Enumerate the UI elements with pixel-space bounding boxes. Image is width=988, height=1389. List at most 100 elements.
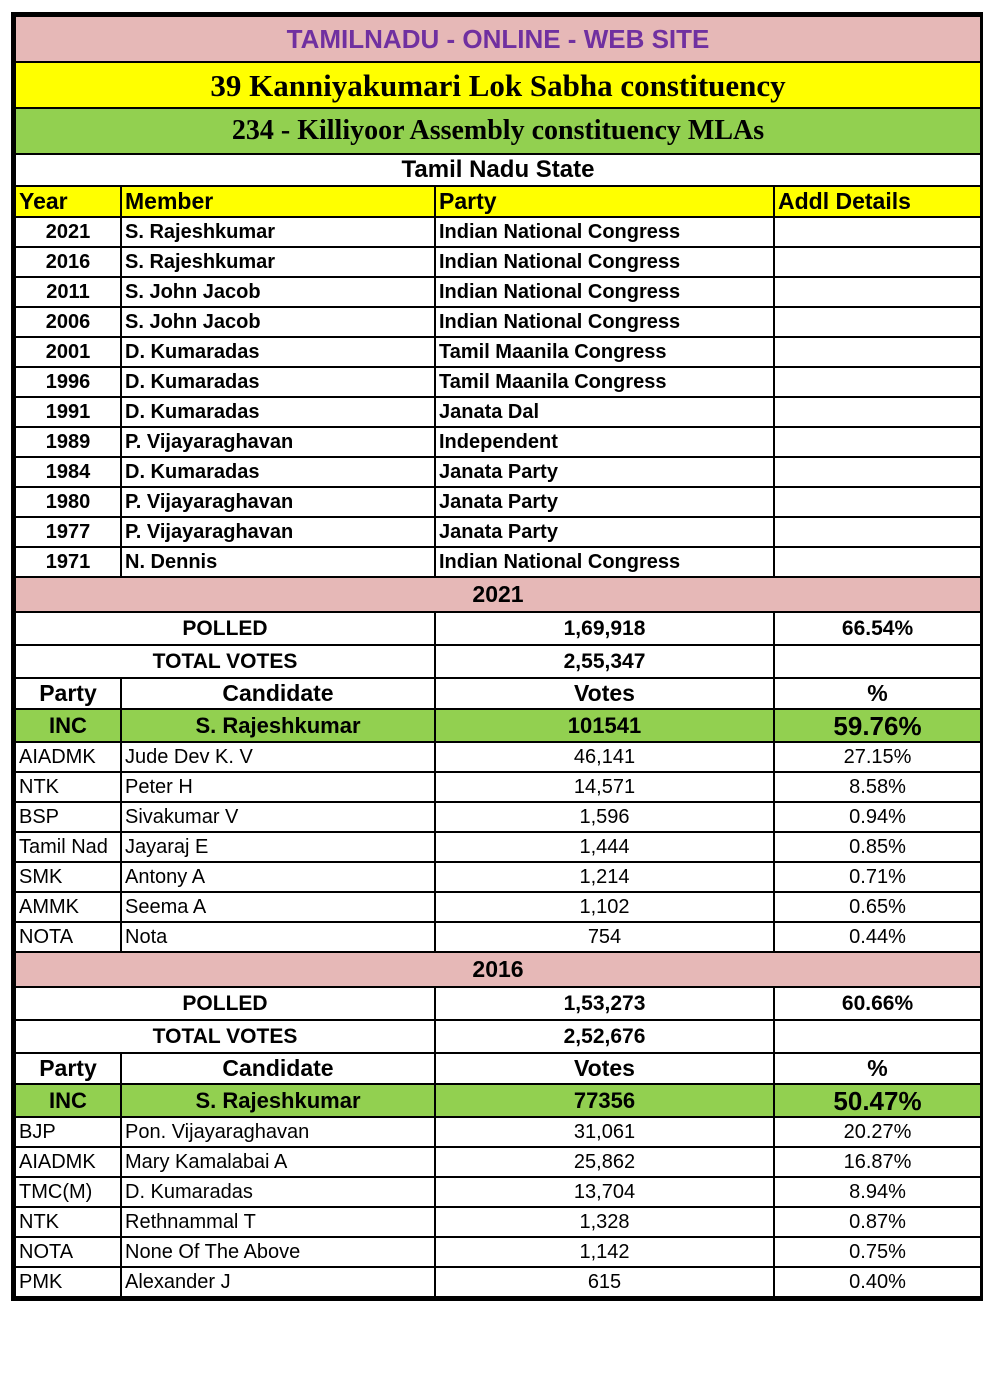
mla-year: 1977 (14, 516, 122, 548)
empty-cell (772, 1019, 983, 1054)
candidate-candidate: Peter H (120, 771, 436, 803)
candidate-party: SMK (14, 861, 122, 893)
candidate-votes: 31,061 (434, 1116, 775, 1148)
candidate-percent: 8.94% (772, 1176, 983, 1208)
mla-row: 2011 S. John Jacob Indian National Congres… (14, 276, 983, 308)
winner-votes: 101541 (434, 708, 775, 743)
mla-party: Janata Dal (434, 396, 775, 428)
candidate-percent: 20.27% (772, 1116, 983, 1148)
candidate-party: AIADMK (14, 1146, 122, 1178)
mla-member: D. Kumaradas (120, 336, 436, 368)
candidate-percent: 27.15% (772, 741, 983, 773)
state-title: Tamil Nadu State (13, 153, 983, 187)
header-percent: % (772, 1052, 983, 1085)
candidate-row: NTK Rethnammal T 1,328 0.87% (14, 1206, 983, 1238)
mla-year: 1971 (14, 546, 122, 578)
candidate-party: NTK (14, 1206, 122, 1238)
mla-row: 1996 D. Kumaradas Tamil Maanila Congress (14, 366, 983, 398)
candidate-party: AIADMK (14, 741, 122, 773)
candidate-party: PMK (14, 1266, 122, 1298)
candidate-votes: 25,862 (434, 1146, 775, 1178)
total-votes-label: TOTAL VOTES (14, 1019, 436, 1054)
polled-row: POLLED 1,69,918 66.54% (14, 611, 983, 646)
candidate-votes: 1,214 (434, 861, 775, 893)
candidate-row: SMK Antony A 1,214 0.71% (14, 861, 983, 893)
mla-addl-details (772, 336, 983, 368)
constituency-sheet: TAMILNADU - ONLINE - WEB SITE 39 Kanniya… (11, 12, 983, 1301)
header-party: Party (14, 677, 122, 710)
candidate-votes: 13,704 (434, 1176, 775, 1208)
candidate-candidate: Sivakumar V (120, 801, 436, 833)
candidate-candidate: D. Kumaradas (120, 1176, 436, 1208)
candidate-party: NTK (14, 771, 122, 803)
candidate-row: NTK Peter H 14,571 8.58% (14, 771, 983, 803)
winner-party: INC (14, 1083, 122, 1118)
mla-year: 1984 (14, 456, 122, 488)
header-member: Member (120, 185, 436, 218)
total-votes-label: TOTAL VOTES (14, 644, 436, 679)
mla-member: D. Kumaradas (120, 396, 436, 428)
mla-addl-details (772, 246, 983, 278)
polled-label: POLLED (14, 611, 436, 646)
mla-year: 1991 (14, 396, 122, 428)
candidate-row: BSP Sivakumar V 1,596 0.94% (14, 801, 983, 833)
mla-member: S. Rajeshkumar (120, 216, 436, 248)
mla-year: 2016 (14, 246, 122, 278)
mla-addl-details (772, 426, 983, 458)
mla-row: 1991 D. Kumaradas Janata Dal (14, 396, 983, 428)
candidate-candidate: Pon. Vijayaraghavan (120, 1116, 436, 1148)
candidate-row: AIADMK Jude Dev K. V 46,141 27.15% (14, 741, 983, 773)
mla-party: Independent (434, 426, 775, 458)
candidate-candidate: None Of The Above (120, 1236, 436, 1268)
candidate-party: BSP (14, 801, 122, 833)
header-party: Party (14, 1052, 122, 1085)
mla-addl-details (772, 546, 983, 578)
winner-candidate: S. Rajeshkumar (120, 1083, 436, 1118)
header-votes: Votes (434, 1052, 775, 1085)
candidate-percent: 8.58% (772, 771, 983, 803)
candidate-row: NOTA Nota 754 0.44% (14, 921, 983, 953)
candidate-percent: 0.65% (772, 891, 983, 923)
mla-member: P. Vijayaraghavan (120, 426, 436, 458)
mla-addl-details (772, 456, 983, 488)
mla-member: S. Rajeshkumar (120, 246, 436, 278)
mla-row: 2016 S. Rajeshkumar Indian National Congre… (14, 246, 983, 278)
candidate-candidate: Jayaraj E (120, 831, 436, 863)
header-year: Year (14, 185, 122, 218)
candidate-votes: 46,141 (434, 741, 775, 773)
election-year-row: 2016 (13, 951, 983, 988)
winner-row: INC S. Rajeshkumar 101541 59.76% (14, 708, 983, 743)
mla-row: 2006 S. John Jacob Indian National Congres… (14, 306, 983, 338)
candidate-row: BJP Pon. Vijayaraghavan 31,061 20.27% (14, 1116, 983, 1148)
header-party: Party (434, 185, 775, 218)
candidate-percent: 0.87% (772, 1206, 983, 1238)
mla-member: S. John Jacob (120, 306, 436, 338)
mla-row: 1971 N. Dennis Indian National Congress (14, 546, 983, 578)
mla-row: 1980 P. Vijayaraghavan Janata Party (14, 486, 983, 518)
polled-votes: 1,69,918 (434, 611, 775, 646)
candidate-percent: 0.71% (772, 861, 983, 893)
mla-party: Indian National Congress (434, 546, 775, 578)
election-year: 2021 (13, 576, 983, 613)
candidate-party: NOTA (14, 1236, 122, 1268)
candidate-party: TMC(M) (14, 1176, 122, 1208)
mla-year: 2001 (14, 336, 122, 368)
mla-party: Janata Party (434, 516, 775, 548)
mla-year: 2006 (14, 306, 122, 338)
result-header-row: Party Candidate Votes% (14, 1052, 983, 1085)
mla-addl-details (772, 306, 983, 338)
mla-party: Indian National Congress (434, 246, 775, 278)
candidate-row: Tamil Nad Jayaraj E 1,444 0.85% (14, 831, 983, 863)
candidate-party: Tamil Nad (14, 831, 122, 863)
mla-party: Tamil Maanila Congress (434, 336, 775, 368)
candidate-candidate: Jude Dev K. V (120, 741, 436, 773)
candidate-votes: 1,444 (434, 831, 775, 863)
mla-member: N. Dennis (120, 546, 436, 578)
mla-addl-details (772, 216, 983, 248)
mla-party: Janata Party (434, 456, 775, 488)
header-candidate: Candidate (120, 677, 436, 710)
winner-candidate: S. Rajeshkumar (120, 708, 436, 743)
winner-votes: 77356 (434, 1083, 775, 1118)
candidate-percent: 0.94% (772, 801, 983, 833)
election-year: 2016 (13, 951, 983, 988)
